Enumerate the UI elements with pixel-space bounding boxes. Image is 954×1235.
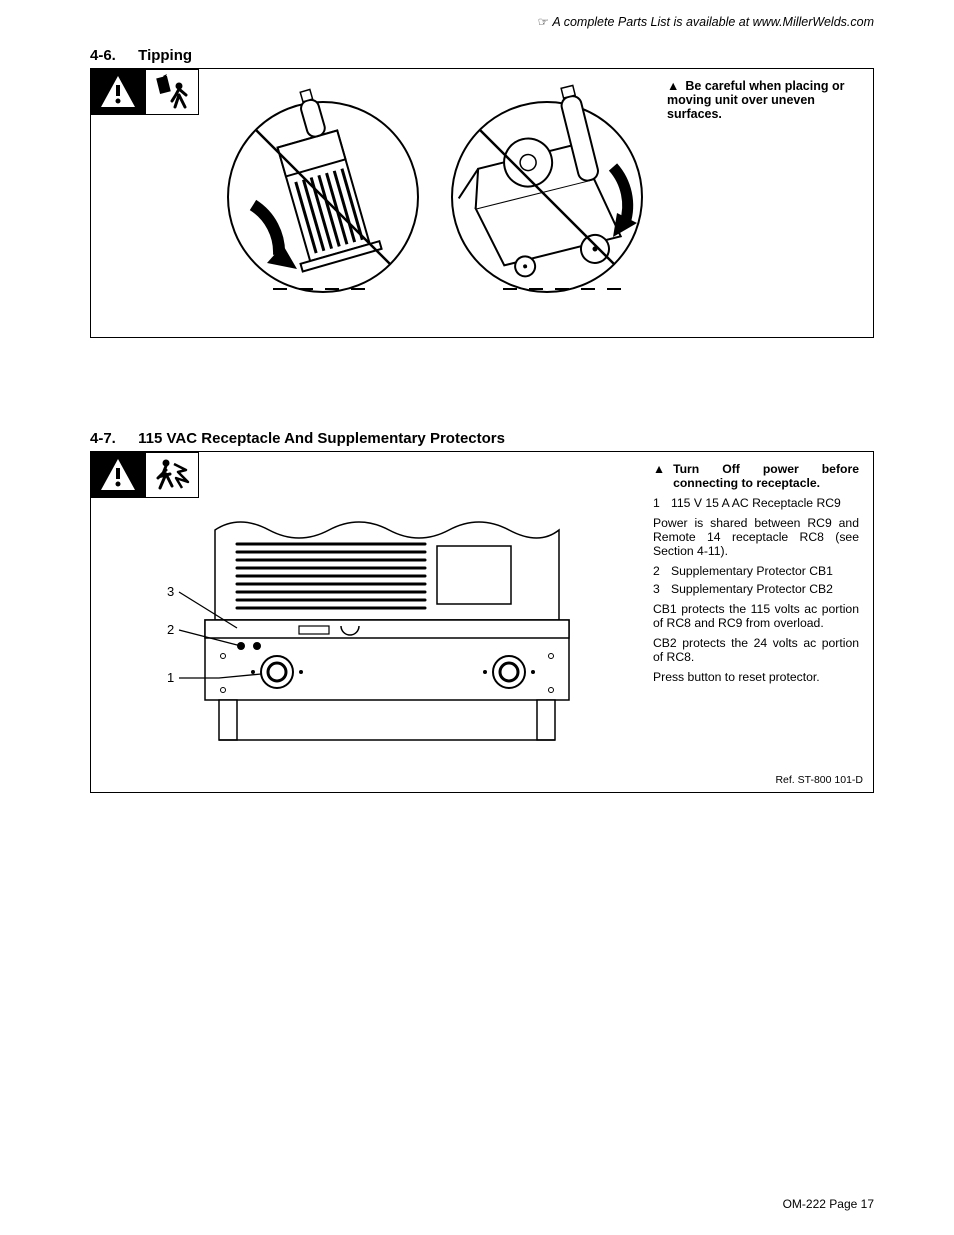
svg-text:1: 1 — [167, 670, 174, 685]
section-4-6-caption: ▲Be careful when placing or moving unit … — [667, 79, 859, 121]
para-shared: Power is shared between RC9 and Remote 1… — [653, 516, 859, 558]
callout-3: 3Supplementary Protector CB2 — [653, 582, 859, 596]
section-4-7-warning: Turn Off power before connecting to rece… — [673, 462, 859, 490]
section-4-7-caption: ▲ Turn Off power before connecting to re… — [653, 462, 859, 690]
page-footer: OM-222 Page 17 — [783, 1197, 874, 1211]
warning-triangle-icon — [91, 452, 145, 498]
receptacle-figure: 3 2 1 — [119, 500, 619, 780]
svg-text:2: 2 — [167, 622, 174, 637]
section-4-6-heading: Tipping — [138, 47, 192, 64]
section-4-7-panel: 3 2 1 ▲ Turn Off power before connecting… — [90, 451, 874, 793]
section-4-6-number: 4-6. — [90, 47, 134, 64]
figure-reference: Ref. ST-800 101-D — [775, 774, 863, 786]
doc-id: OM-222 — [783, 1197, 826, 1211]
para-cb1: CB1 protects the 115 volts ac portion of… — [653, 602, 859, 630]
para-reset: Press button to reset protector. — [653, 670, 859, 684]
svg-text:3: 3 — [167, 584, 174, 599]
shock-hazard-icon — [145, 452, 199, 498]
page-number: Page 17 — [829, 1197, 874, 1211]
tipping-hazard-icon — [145, 69, 199, 115]
tipping-figure — [211, 79, 659, 329]
parts-list-note: A complete Parts List is available at ww… — [90, 14, 874, 29]
warning-triangle-icon — [91, 69, 145, 115]
section-4-6-warning: Be careful when placing or moving unit o… — [667, 79, 844, 121]
section-4-6-title: 4-6. Tipping — [90, 47, 874, 64]
callout-1: 1115 V 15 A AC Receptacle RC9 — [653, 496, 859, 510]
section-4-7-number: 4-7. — [90, 430, 134, 447]
caution-triangle-icon: ▲ — [667, 79, 679, 93]
section-4-6-panel: ▲Be careful when placing or moving unit … — [90, 68, 874, 338]
caution-triangle-icon: ▲ — [653, 462, 665, 490]
section-4-7-title: 4-7. 115 VAC Receptacle And Supplementar… — [90, 430, 874, 447]
section-4-7-heading: 115 VAC Receptacle And Supplementary Pro… — [138, 430, 505, 447]
callout-2: 2Supplementary Protector CB1 — [653, 564, 859, 578]
para-cb2: CB2 protects the 24 volts ac portion of … — [653, 636, 859, 664]
